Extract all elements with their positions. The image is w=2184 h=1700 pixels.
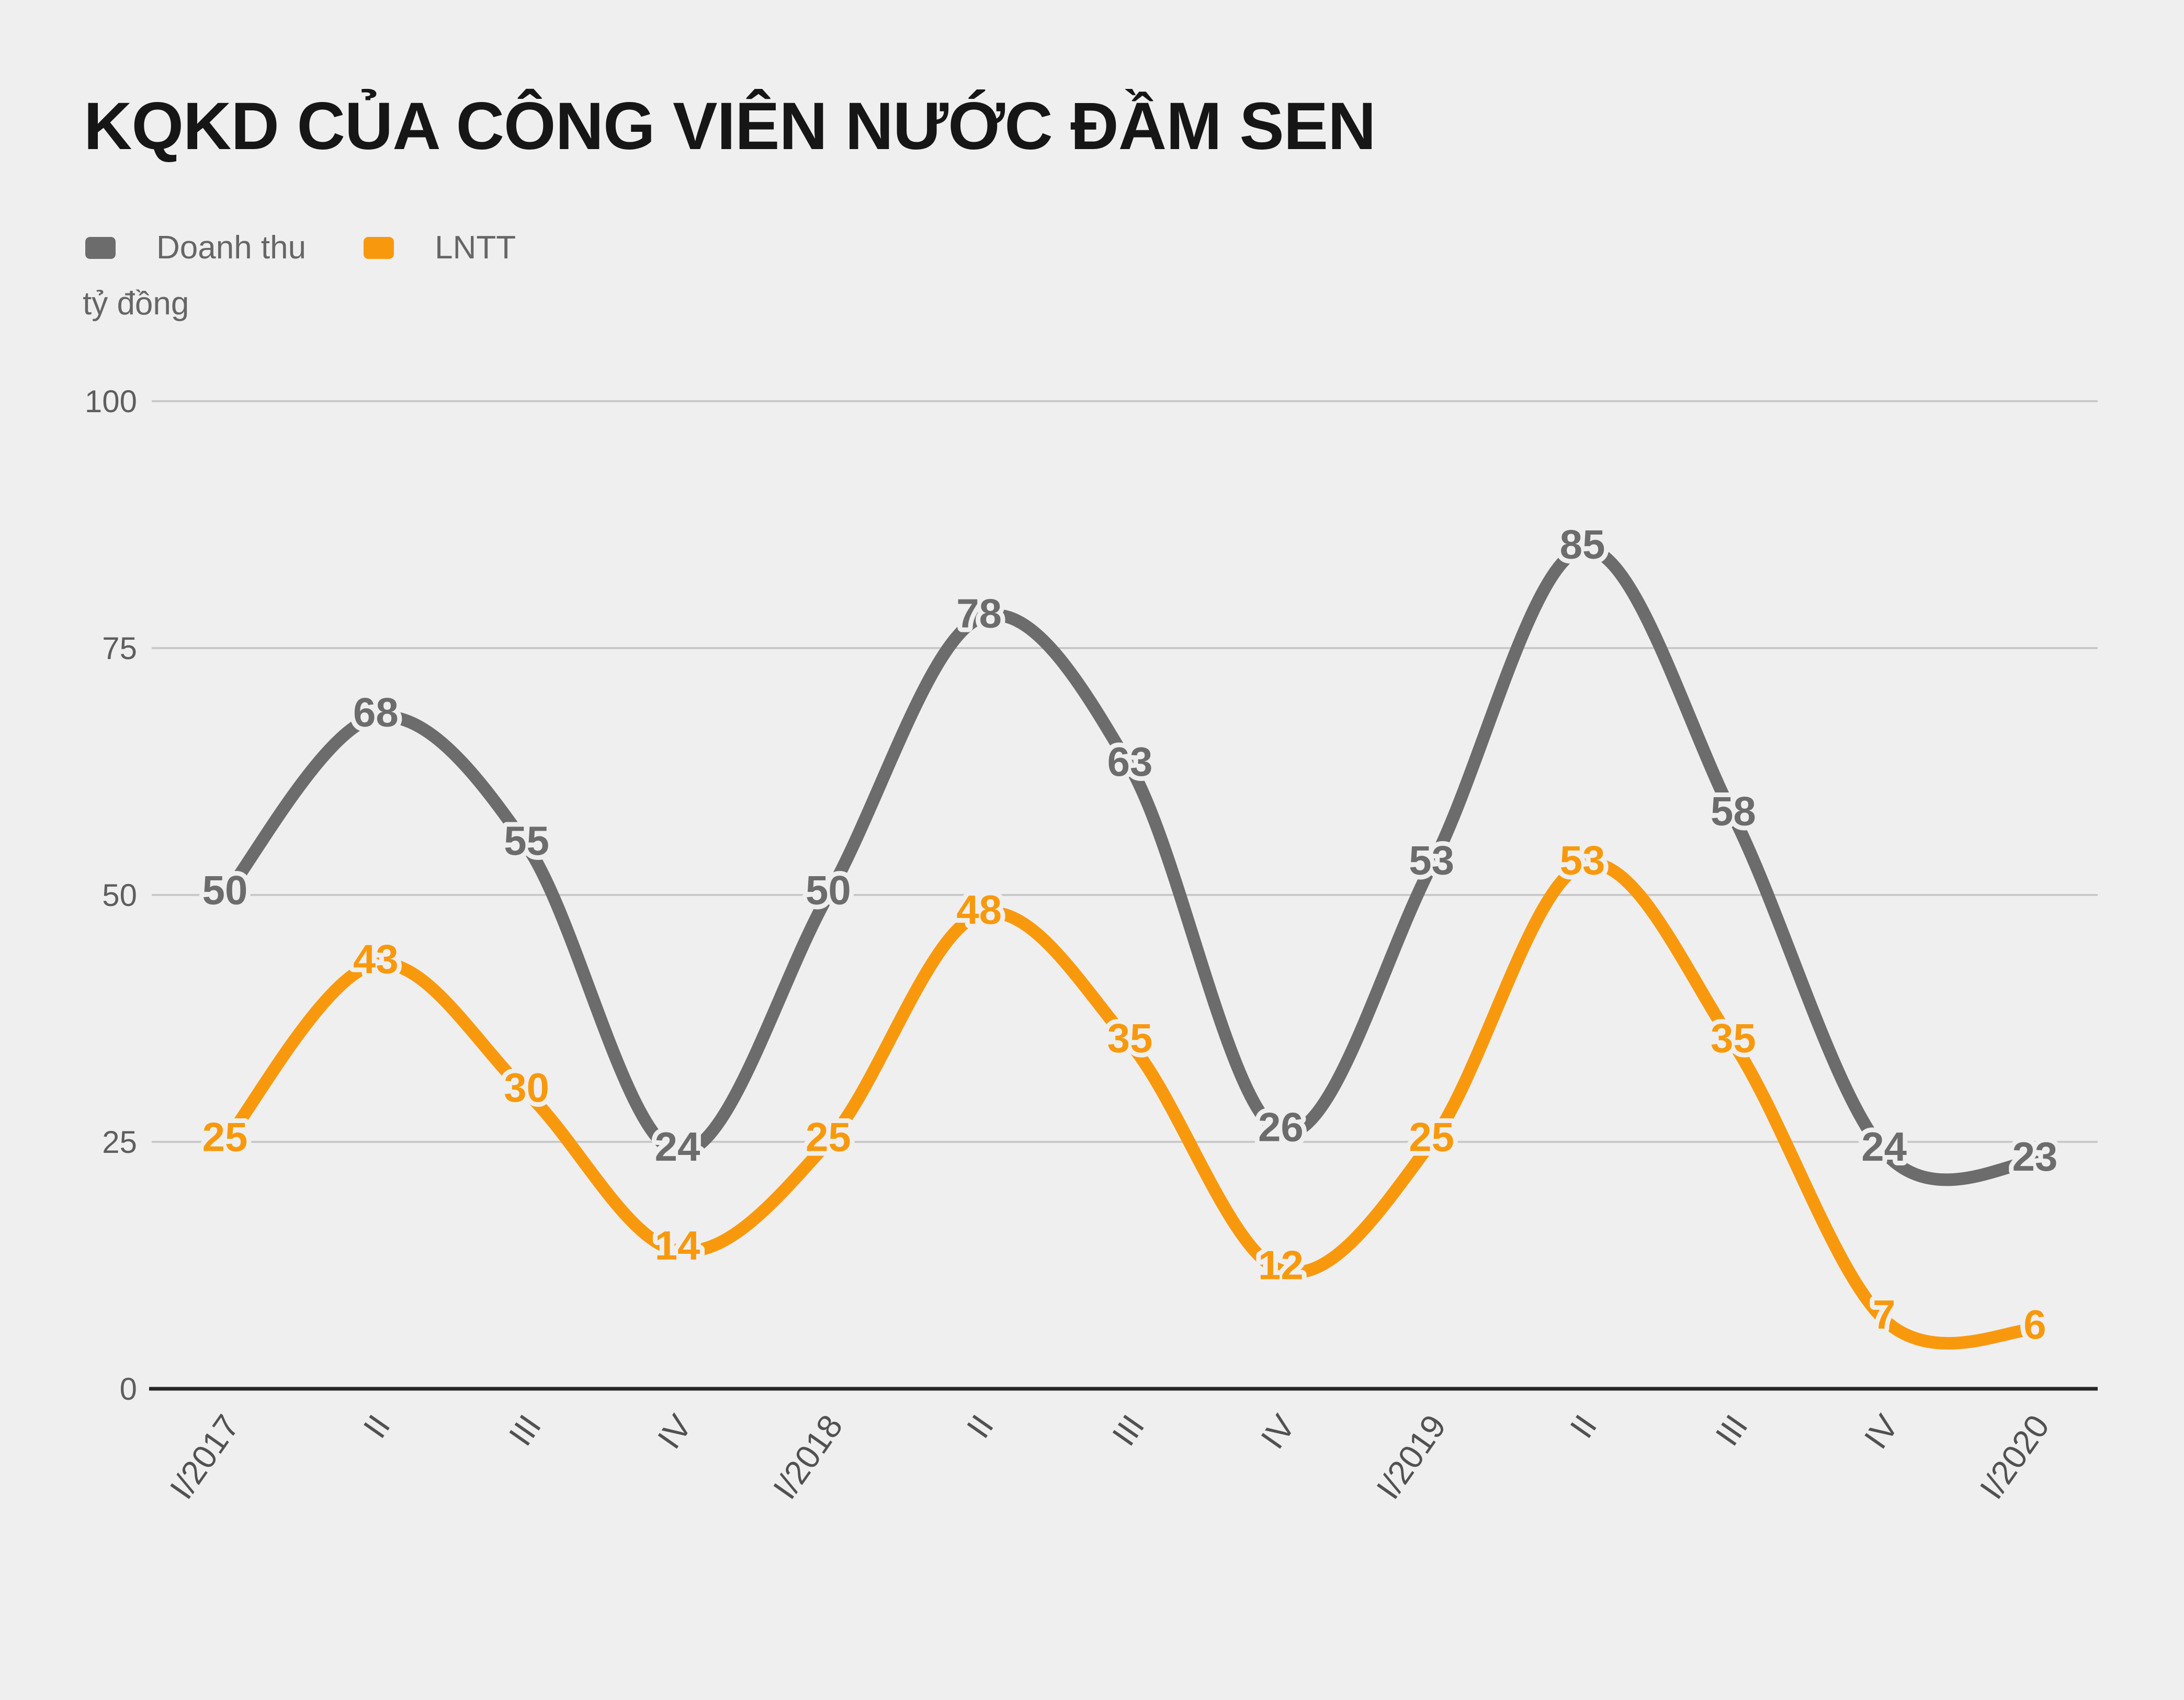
x-tick-label-6: III	[1105, 1408, 1152, 1453]
data-label-lntt-III: 35	[1107, 1015, 1153, 1061]
data-label-lntt-I/2018: 25	[806, 1114, 851, 1160]
legend: Doanh thu LNTT	[85, 229, 516, 266]
y-tick-label-25: 25	[102, 1125, 137, 1160]
x-tick-label-3: IV	[650, 1408, 699, 1455]
data-label-doanh-thu-IV: 24	[655, 1124, 700, 1170]
data-label-lntt-I/2017: 25	[202, 1114, 248, 1160]
data-label-doanh-thu-II: 68	[353, 689, 399, 735]
series-line-lntt[interactable]	[219, 857, 2041, 1350]
data-label-lntt-III: 35	[1711, 1015, 1756, 1061]
x-tick-label-11: IV	[1857, 1408, 1906, 1455]
data-label-doanh-thu-II: 85	[1560, 522, 1605, 568]
legend-marker-lntt-icon	[364, 236, 394, 259]
series-line-doanh-thu[interactable]	[219, 542, 2041, 1186]
x-tick-label-7: IV	[1253, 1408, 1303, 1455]
legend-marker-doanh-thu-icon	[85, 236, 116, 259]
y-tick-label-100: 100	[85, 384, 137, 419]
data-label-doanh-thu-II: 78	[956, 591, 1002, 637]
data-label-lntt-II: 48	[956, 887, 1002, 933]
x-tick-label-10: III	[1708, 1408, 1755, 1453]
x-tick-label-1: II	[356, 1408, 397, 1445]
data-label-doanh-thu-III: 63	[1107, 739, 1153, 785]
data-label-doanh-thu-IV: 26	[1258, 1104, 1304, 1150]
legend-label-doanh-thu: Doanh thu	[156, 230, 307, 266]
data-label-doanh-thu-I/2018: 50	[806, 867, 851, 913]
chart-title: KQKD CỦA CÔNG VIÊN NƯỚC ĐẦM SEN	[84, 89, 1376, 164]
y-tick-label-75: 75	[102, 631, 137, 666]
data-label-lntt-IV: 14	[655, 1222, 700, 1268]
legend-item-lntt[interactable]: LNTT	[364, 229, 516, 266]
data-label-doanh-thu-I/2020: 23	[2012, 1134, 2058, 1180]
legend-label-lntt: LNTT	[435, 230, 516, 266]
data-label-lntt-III: 30	[504, 1064, 549, 1110]
data-label-lntt-I/2019: 25	[1409, 1114, 1454, 1160]
legend-item-doanh-thu[interactable]: Doanh thu	[85, 229, 306, 266]
data-label-lntt-IV: 12	[1258, 1242, 1304, 1288]
data-label-doanh-thu-III: 55	[504, 818, 549, 864]
data-label-lntt-II: 53	[1560, 837, 1605, 883]
data-label-doanh-thu-III: 58	[1711, 788, 1756, 834]
y-axis-unit-label: tỷ đồng	[83, 286, 189, 322]
data-label-doanh-thu-I/2019: 53	[1409, 837, 1454, 883]
data-label-doanh-thu-I/2017: 50	[202, 867, 248, 913]
x-tick-label-8: I/2019	[1369, 1408, 1453, 1506]
x-tick-label-5: II	[959, 1408, 1001, 1445]
data-label-lntt-I/2020: 6	[2023, 1301, 2046, 1347]
x-tick-label-2: III	[502, 1408, 549, 1453]
x-tick-label-12: I/2020	[1972, 1408, 2056, 1506]
data-label-doanh-thu-IV: 24	[1861, 1124, 1907, 1170]
data-label-lntt-IV: 7	[1873, 1291, 1895, 1338]
x-tick-label-4: I/2018	[766, 1408, 850, 1506]
x-tick-label-9: II	[1563, 1408, 1604, 1445]
x-tick-label-0: I/2017	[162, 1408, 246, 1506]
data-label-lntt-II: 43	[353, 936, 399, 982]
y-tick-label-50: 50	[102, 878, 137, 913]
y-tick-label-0: 0	[120, 1372, 137, 1407]
